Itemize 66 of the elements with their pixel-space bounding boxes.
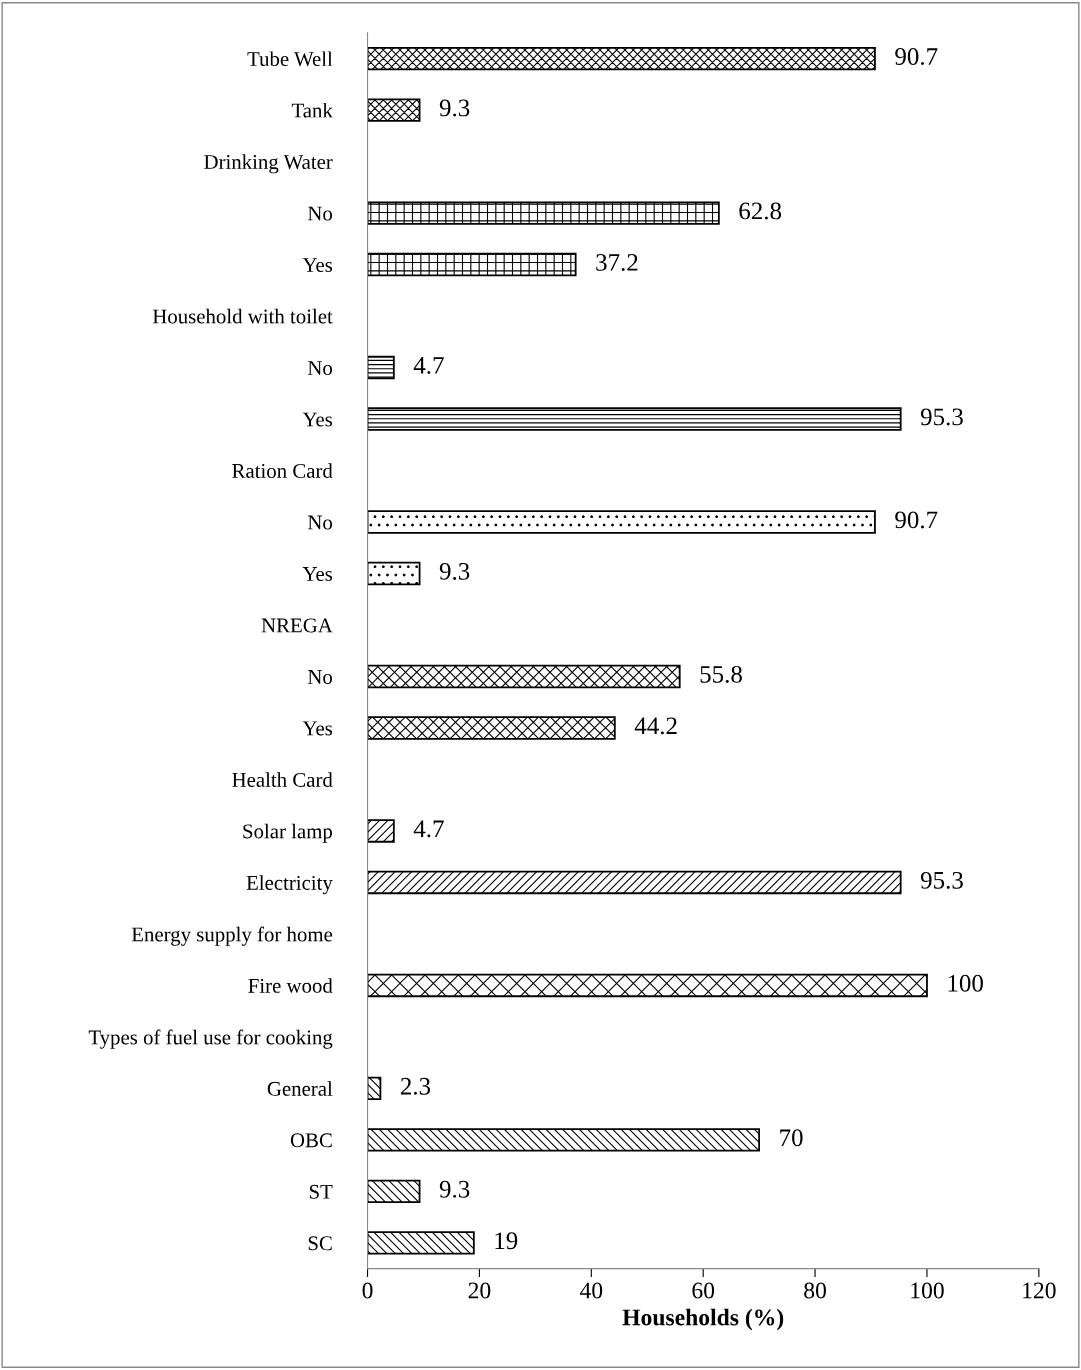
bar [367,510,876,534]
x-tick-label: 0 [362,1282,373,1299]
y-tick-label: No [307,361,333,375]
y-tick-label: Household with toilet [152,308,333,324]
data-label: 9.3 [439,562,470,580]
data-label: 4.7 [413,357,444,374]
y-tick-label: No [307,670,333,684]
bar [367,870,902,895]
data-label: 100 [948,974,983,992]
x-tick-label: 80 [804,1282,826,1299]
x-tick-label: 20 [468,1282,491,1299]
bar [367,407,902,431]
y-tick-label: Yes [302,567,333,581]
bar [367,1076,382,1101]
y-tick-label: General [267,1081,333,1096]
bar [367,716,616,740]
y-tick-label: Yes [302,721,333,736]
bar [367,1231,475,1255]
y-tick-label: Types of fuel use for cooking [88,1029,333,1049]
x-tick-label: 120 [1023,1282,1056,1299]
bar [367,201,720,225]
x-tick-label: 100 [911,1282,944,1299]
data-label: 90.7 [895,48,938,65]
y-tick-label: OBC [290,1133,332,1148]
data-label: 44.2 [634,717,677,735]
data-label: 95.3 [920,871,963,889]
y-tick-label: Electricity [246,875,333,895]
y-tick-label: No [307,206,333,221]
y-tick-label: NREGA [261,618,333,633]
data-label: 95.3 [920,408,963,426]
bar [367,98,421,122]
data-label: 37.2 [596,254,638,271]
data-label: 2.3 [400,1077,431,1095]
bar [367,355,395,380]
y-tick-label: SC [308,1236,332,1251]
data-label: 62.8 [739,202,782,220]
y-tick-label: Yes [302,258,333,273]
bar [367,664,681,689]
data-label: 19 [495,1232,518,1250]
bar [367,973,928,998]
y-tick-label: Solar lamp [243,823,332,843]
x-axis-title: Households (%) [622,1308,784,1331]
y-tick-label: Drinking Water [204,154,333,174]
x-tick-label: 60 [692,1282,715,1299]
bar [367,252,577,277]
bar [367,561,421,586]
data-label: 70 [780,1129,803,1147]
y-tick-label: Yes [302,412,333,427]
y-tick-label: Fire wood [248,978,333,993]
y-tick-label: No [307,515,333,530]
x-tick-label: 40 [579,1282,603,1299]
y-tick-label: Tube Well [247,51,333,67]
y-tick-label: Health Card [232,772,333,787]
data-label: 9.3 [439,1180,470,1198]
bar [367,1179,421,1204]
bar [367,46,876,71]
y-tick-label: ST [309,1184,333,1199]
bar [367,1128,761,1152]
data-label: 9.3 [439,99,470,117]
y-tick-label: Tank [291,102,333,118]
data-label: 90.7 [895,511,938,529]
data-label: 55.8 [700,665,742,683]
y-tick-label: Ration Card [232,463,333,478]
data-label: 4.7 [413,820,444,838]
bar [367,819,395,843]
y-tick-label: Energy supply for home [131,926,333,946]
